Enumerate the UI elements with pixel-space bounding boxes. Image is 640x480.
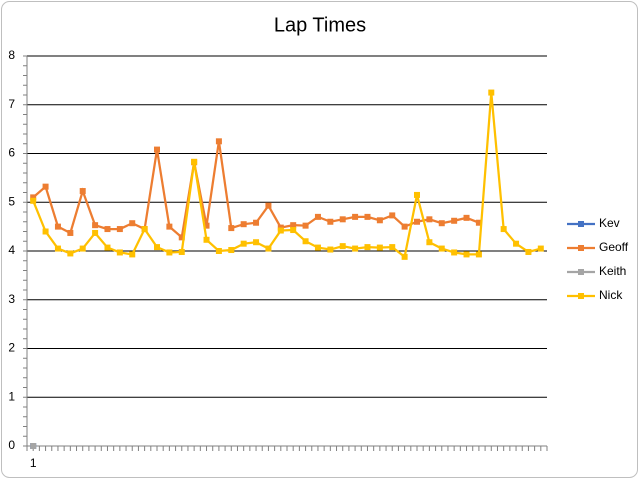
- y-tick-label: 7: [8, 97, 15, 111]
- point: [277, 227, 284, 234]
- point: [327, 246, 334, 253]
- point: [302, 238, 309, 245]
- point: [129, 220, 136, 227]
- point: [463, 251, 470, 258]
- y-tick-label: 5: [8, 194, 15, 208]
- point: [67, 229, 74, 236]
- point: [513, 240, 520, 247]
- point: [42, 228, 49, 235]
- point: [401, 223, 408, 230]
- point: [228, 225, 235, 232]
- point: [154, 244, 160, 251]
- point: [364, 213, 371, 220]
- point: [191, 158, 198, 165]
- point: [178, 248, 185, 255]
- point: [463, 214, 470, 221]
- point: [215, 248, 222, 254]
- point: [203, 222, 210, 229]
- x-tick-label: 1: [30, 456, 37, 470]
- point: [302, 222, 309, 229]
- legend-label: Geoff: [599, 240, 629, 254]
- point: [104, 244, 111, 251]
- point: [253, 239, 260, 246]
- point: [178, 234, 185, 241]
- point: [67, 250, 74, 257]
- point: [389, 212, 396, 219]
- legend-marker: [578, 245, 584, 251]
- point: [265, 245, 272, 252]
- legend-label: Keith: [599, 264, 626, 278]
- point: [203, 236, 210, 243]
- point: [79, 245, 86, 252]
- point: [240, 240, 247, 247]
- point: [104, 226, 111, 233]
- point: [389, 244, 396, 251]
- point: [352, 245, 359, 252]
- point: [240, 221, 247, 228]
- point: [426, 239, 433, 246]
- point: [525, 248, 532, 255]
- point: [92, 222, 99, 229]
- point: [376, 244, 383, 251]
- point: [438, 220, 445, 227]
- point: [141, 226, 148, 233]
- point: [30, 197, 37, 204]
- point: [352, 213, 359, 220]
- point: [92, 229, 99, 236]
- point: [426, 216, 433, 223]
- point: [364, 244, 371, 251]
- point: [475, 219, 482, 226]
- point: [314, 244, 321, 251]
- point: [116, 226, 123, 233]
- legend-label: Kev: [599, 216, 620, 230]
- legend-marker: [578, 221, 584, 227]
- point: [54, 223, 61, 230]
- point: [414, 218, 420, 225]
- chart-title: Lap Times: [274, 14, 366, 36]
- point: [327, 218, 334, 225]
- point: [290, 227, 297, 234]
- point: [154, 146, 160, 153]
- y-tick-label: 3: [8, 292, 15, 306]
- point: [438, 245, 445, 252]
- point: [215, 138, 222, 145]
- point: [79, 188, 86, 195]
- y-tick-label: 8: [8, 48, 15, 62]
- point: [116, 249, 123, 256]
- point: [253, 219, 260, 226]
- point: [488, 89, 495, 96]
- y-tick-label: 6: [8, 146, 15, 160]
- point: [228, 247, 235, 254]
- point: [30, 443, 37, 449]
- point: [42, 183, 49, 190]
- point: [166, 223, 173, 230]
- point: [54, 245, 61, 252]
- point: [129, 251, 136, 258]
- point: [265, 202, 272, 209]
- point: [414, 191, 420, 198]
- point: [166, 249, 173, 256]
- point: [537, 245, 544, 252]
- point: [30, 194, 37, 201]
- point: [339, 243, 346, 250]
- y-tick-label: 4: [8, 243, 15, 257]
- point: [376, 217, 383, 224]
- point: [451, 249, 458, 256]
- point: [475, 251, 482, 258]
- point: [401, 253, 408, 260]
- point: [290, 222, 297, 229]
- point: [500, 226, 507, 233]
- point: [451, 217, 458, 224]
- y-tick-label: 0: [8, 438, 15, 452]
- legend-marker: [578, 269, 584, 275]
- legend-label: Nick: [599, 288, 623, 302]
- point: [314, 213, 321, 220]
- y-tick-label: 1: [8, 389, 15, 403]
- point: [339, 216, 346, 223]
- y-tick-label: 2: [8, 341, 15, 355]
- legend-marker: [578, 293, 584, 299]
